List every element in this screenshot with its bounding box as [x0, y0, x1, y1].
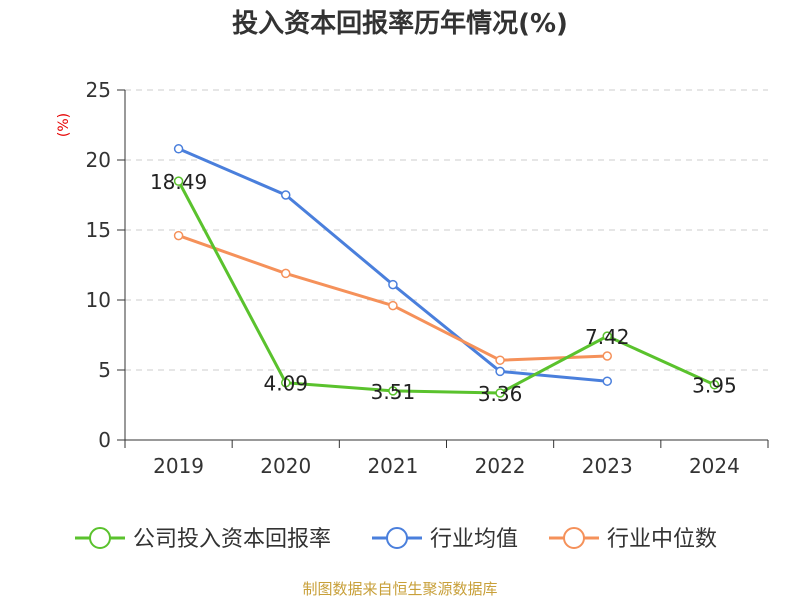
source-note: 制图数据来自恒生聚源数据库 [302, 580, 497, 598]
axes: 0 5 10 15 20 25 2019 2020 2021 2022 2023 2024 [86, 78, 769, 478]
y-tick-label: 15 [86, 218, 111, 242]
legend-item[interactable]: 行业中位数 [549, 527, 717, 552]
data-point[interactable] [173, 176, 184, 186]
y-tick-label: 25 [86, 78, 111, 102]
legend-marker-icon [386, 527, 408, 549]
data-point[interactable] [173, 230, 184, 241]
data-point[interactable] [495, 366, 505, 377]
data-point[interactable] [388, 279, 398, 290]
data-point[interactable] [602, 351, 612, 361]
data-label: 3.36 [478, 382, 523, 406]
legend-label: 公司投入资本回报率 [133, 527, 331, 552]
data-label: 3.51 [371, 380, 416, 404]
data-point[interactable] [281, 377, 291, 388]
data-point[interactable] [495, 355, 505, 365]
y-tick-label: 0 [98, 428, 111, 452]
series-line [177, 180, 716, 395]
legend-label: 行业中位数 [607, 527, 717, 552]
data-label: 7.42 [585, 325, 630, 349]
y-tick-label: 10 [86, 288, 111, 312]
chart-title: 投入资本回报率历年情况(%) [232, 8, 568, 39]
data-point[interactable] [602, 331, 612, 341]
series-line [178, 234, 608, 362]
data-point[interactable] [495, 388, 505, 398]
data-label: 3.95 [692, 374, 737, 398]
data-point[interactable] [388, 300, 398, 311]
data-label: 18.49 [150, 170, 207, 194]
data-labels: 18.49 4.09 3.51 3.36 7.42 3.95 [150, 170, 737, 406]
data-point[interactable] [709, 379, 720, 390]
series-lines [173, 144, 720, 398]
y-axis-label: (%) [56, 113, 72, 137]
data-point[interactable] [281, 268, 291, 279]
legend-item[interactable]: 行业均值 [372, 527, 518, 552]
data-label: 4.09 [263, 372, 308, 396]
data-point[interactable] [281, 190, 291, 200]
data-point[interactable] [388, 386, 398, 396]
x-tick-label: 2019 [153, 454, 204, 478]
data-point[interactable] [602, 376, 612, 386]
x-tick-label: 2022 [475, 454, 526, 478]
x-tick-label: 2024 [689, 454, 740, 478]
x-tick-label: 2023 [582, 454, 633, 478]
data-point[interactable] [173, 144, 184, 154]
legend-label: 行业均值 [430, 527, 518, 552]
grid-lines [125, 89, 768, 371]
x-tick-label: 2021 [367, 454, 418, 478]
legend[interactable]: 公司投入资本回报率 行业均值 行业中位数 [75, 527, 717, 552]
x-tick-label: 2020 [260, 454, 311, 478]
legend-item[interactable]: 公司投入资本回报率 [75, 527, 331, 552]
legend-marker-icon [563, 527, 585, 549]
legend-marker-icon [89, 527, 111, 549]
series-line [177, 147, 608, 383]
y-tick-label: 20 [86, 148, 111, 172]
y-tick-label: 5 [98, 358, 111, 382]
